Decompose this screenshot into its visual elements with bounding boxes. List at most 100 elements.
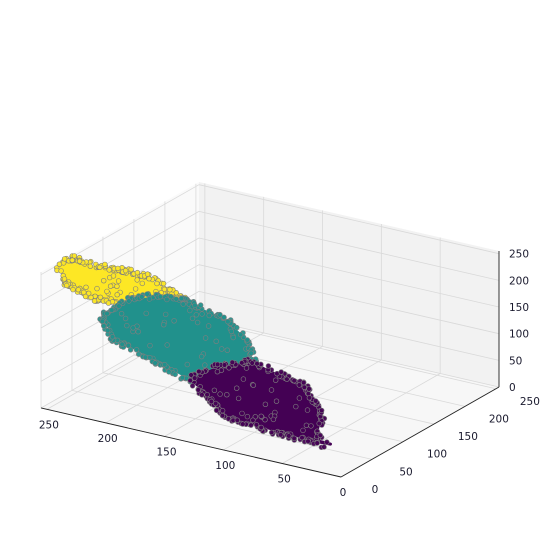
data-point	[122, 315, 129, 322]
data-point	[142, 354, 149, 360]
data-point	[228, 328, 235, 335]
data-point	[115, 265, 121, 272]
data-point	[306, 395, 313, 401]
data-point	[107, 283, 114, 289]
data-point	[265, 363, 272, 369]
data-point	[189, 383, 196, 389]
data-point	[97, 264, 103, 270]
data-point	[199, 392, 205, 398]
back-grid-z	[198, 264, 500, 335]
data-point	[178, 295, 185, 302]
data-point	[152, 360, 158, 366]
data-point	[225, 318, 231, 325]
data-point	[239, 410, 245, 417]
data-point	[226, 365, 232, 371]
data-point	[230, 334, 236, 341]
data-point	[188, 372, 194, 378]
data-point	[204, 392, 210, 398]
data-point	[118, 311, 125, 317]
data-point	[308, 423, 314, 429]
data-point	[106, 267, 112, 273]
data-point	[224, 347, 231, 353]
data-point	[104, 288, 110, 295]
back-grid-z	[198, 210, 500, 281]
data-point	[70, 286, 76, 293]
data-point	[317, 432, 323, 438]
data-point	[234, 385, 240, 391]
z-tick-label: 250	[509, 249, 529, 261]
data-point	[284, 376, 290, 382]
data-point	[135, 329, 141, 335]
data-point	[224, 392, 230, 398]
data-point	[304, 407, 311, 413]
data-point	[125, 342, 132, 349]
data-point	[244, 337, 251, 343]
data-point	[160, 280, 167, 287]
data-point	[162, 361, 168, 368]
z-tick-label: 150	[509, 302, 529, 314]
data-point	[239, 360, 245, 366]
data-point	[126, 298, 132, 304]
data-point	[234, 417, 241, 423]
data-point	[213, 338, 219, 344]
data-point	[114, 283, 120, 289]
data-point	[250, 417, 256, 423]
data-point	[219, 407, 226, 414]
cluster-0	[187, 356, 332, 450]
data-point	[258, 413, 264, 419]
data-point	[56, 261, 63, 267]
data-point	[110, 273, 117, 279]
x-tick-label: 200	[98, 433, 118, 445]
data-point	[146, 276, 152, 282]
data-point	[195, 387, 202, 393]
data-point	[87, 263, 94, 269]
data-point	[217, 391, 223, 397]
data-point	[299, 435, 305, 441]
data-point	[319, 407, 325, 414]
data-point	[217, 312, 223, 318]
data-point	[99, 318, 106, 325]
data-point	[273, 398, 280, 404]
data-point	[122, 267, 129, 274]
data-point	[301, 384, 307, 390]
data-point	[144, 271, 151, 277]
data-point	[171, 318, 177, 324]
data-point	[253, 422, 260, 428]
data-point	[115, 278, 122, 284]
data-point	[187, 377, 193, 384]
data-point	[130, 325, 136, 331]
data-point	[313, 398, 319, 404]
data-point	[76, 258, 83, 264]
data-point	[202, 335, 209, 341]
data-point	[128, 266, 134, 273]
data-point	[213, 407, 220, 414]
x-tick-label: 150	[156, 446, 176, 458]
data-point	[133, 347, 140, 353]
data-point	[124, 322, 130, 329]
data-point	[82, 293, 89, 300]
data-point	[235, 395, 242, 402]
data-point	[219, 346, 225, 352]
data-point	[189, 315, 196, 322]
data-point	[278, 369, 284, 375]
x-tick-label: 100	[215, 460, 235, 472]
data-point	[147, 342, 153, 349]
y-tick-label: 100	[427, 449, 447, 461]
data-point	[324, 439, 330, 445]
data-point	[134, 277, 140, 283]
data-point	[268, 387, 275, 393]
data-points	[53, 253, 332, 450]
data-point	[254, 361, 260, 367]
data-point	[91, 298, 98, 304]
data-point	[234, 324, 240, 331]
data-point	[143, 310, 149, 317]
data-point	[166, 369, 172, 375]
data-point	[278, 432, 284, 438]
data-point	[211, 387, 218, 393]
data-point	[214, 361, 221, 368]
data-point	[300, 427, 306, 434]
data-point	[291, 378, 297, 384]
back-grid-z	[198, 317, 500, 388]
data-point	[196, 368, 202, 375]
